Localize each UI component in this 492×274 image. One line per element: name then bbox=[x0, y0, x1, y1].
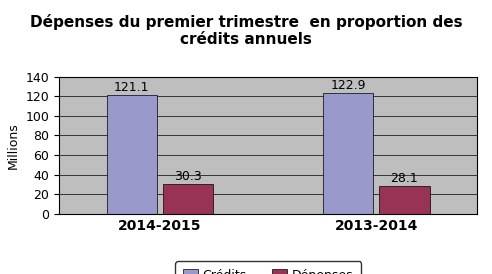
Bar bbox=[379, 186, 430, 214]
Text: Dépenses du premier trimestre  en proportion des
crédits annuels: Dépenses du premier trimestre en proport… bbox=[30, 14, 462, 47]
Bar bbox=[323, 93, 373, 214]
Text: 30.3: 30.3 bbox=[174, 170, 202, 182]
Text: 28.1: 28.1 bbox=[391, 172, 418, 185]
Bar bbox=[107, 95, 157, 214]
Bar bbox=[163, 184, 214, 214]
Text: 122.9: 122.9 bbox=[331, 79, 366, 92]
Y-axis label: Millions: Millions bbox=[7, 122, 20, 169]
Text: 121.1: 121.1 bbox=[114, 81, 150, 94]
Legend: Crédits, Dépenses: Crédits, Dépenses bbox=[175, 261, 361, 274]
